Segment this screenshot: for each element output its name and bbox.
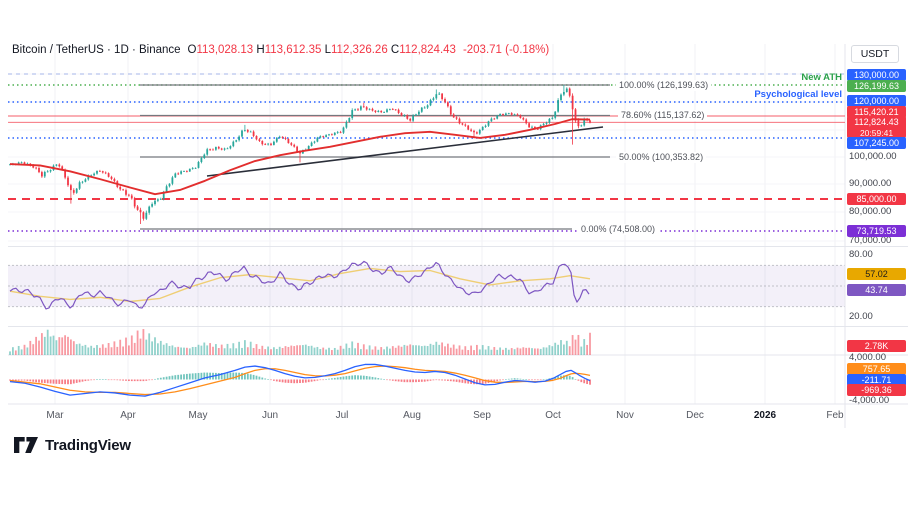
- ohlc-key: O: [187, 44, 197, 56]
- ohlc-value: 112,326.26: [331, 44, 391, 56]
- price-badge: 115,420.21: [847, 106, 906, 118]
- time-axis-label: Nov: [616, 410, 634, 421]
- time-axis-label: Oct: [545, 410, 561, 421]
- fib-level-label: 100.00% (126,199.63): [616, 79, 712, 91]
- price-badge: -969.36: [847, 383, 906, 396]
- price-badge: 112,824.43 20:59:41: [847, 116, 906, 138]
- price-badge: 85,000.00: [847, 193, 906, 205]
- price-change: -203.71 (-0.18%): [462, 44, 550, 56]
- price-badge: 126,199.63: [847, 80, 906, 92]
- time-axis-label: Sep: [473, 410, 491, 421]
- price-badge: 73,719.53: [847, 225, 906, 237]
- price-axis-label: 80,000.00: [849, 206, 892, 217]
- ohlc-key: H: [256, 44, 265, 56]
- time-axis-label: Jun: [261, 410, 279, 421]
- price-badge: 130,000.00: [847, 69, 906, 81]
- tradingview-logo-text: TradingView: [45, 437, 131, 454]
- price-badge: -211.71: [847, 373, 906, 386]
- price-badge: 2.78K: [847, 340, 906, 352]
- symbol-title[interactable]: Bitcoin / TetherUS · 1D · Binance: [12, 44, 181, 56]
- ohlc-key: C: [390, 44, 400, 56]
- price-axis-label: 4,000.00: [849, 352, 886, 363]
- time-axis-label: Dec: [686, 410, 704, 421]
- symbol-header: Bitcoin / TetherUS · 1D · Binance O113,0…: [12, 44, 549, 56]
- price-axis-label: 80.00: [849, 249, 873, 260]
- ohlc-value: 113,028.13: [196, 44, 257, 56]
- tradingview-logo[interactable]: TradingView: [14, 436, 131, 455]
- time-axis-label: Apr: [120, 410, 136, 421]
- fib-level-label: 0.00% (74,508.00): [578, 223, 659, 235]
- price-badge: 757.65: [847, 363, 906, 375]
- price-badge: 57.02: [847, 268, 906, 280]
- time-axis-label: Jul: [335, 410, 349, 421]
- price-badge: 107,245.00: [847, 137, 906, 149]
- fib-level-label: 78.60% (115,137.62): [618, 110, 708, 121]
- time-axis-label: May: [188, 410, 208, 421]
- price-axis-label: 20.00: [849, 311, 873, 322]
- price-badge: 120,000.00: [847, 95, 906, 107]
- ohlc-values: O113,028.13 H113,612.35 L112,326.26 C112…: [188, 44, 456, 56]
- price-axis-label: 90,000.00: [849, 178, 892, 189]
- price-badge: 43.74: [847, 284, 906, 296]
- ohlc-value: 112,824.43: [399, 44, 456, 56]
- time-axis-label: Feb: [826, 410, 844, 421]
- fib-level-label: 50.00% (100,353.82): [616, 151, 707, 163]
- price-axis-label: -4,000.00: [849, 395, 890, 406]
- new-ath-label: New ATH: [801, 72, 842, 83]
- price-axis-label: 70,000.00: [849, 235, 892, 246]
- price-axis-label: 100,000.00: [849, 151, 897, 162]
- currency-toggle[interactable]: USDT: [851, 45, 899, 63]
- tradingview-mark-icon: [14, 437, 38, 454]
- ohlc-key: L: [324, 44, 332, 56]
- time-axis-label: Mar: [46, 410, 64, 421]
- psychological-level-label: Psychological level: [754, 89, 842, 100]
- ohlc-value: 113,612.35: [264, 44, 325, 56]
- time-axis-label: Aug: [403, 410, 421, 421]
- time-axis-label: 2026: [753, 410, 777, 421]
